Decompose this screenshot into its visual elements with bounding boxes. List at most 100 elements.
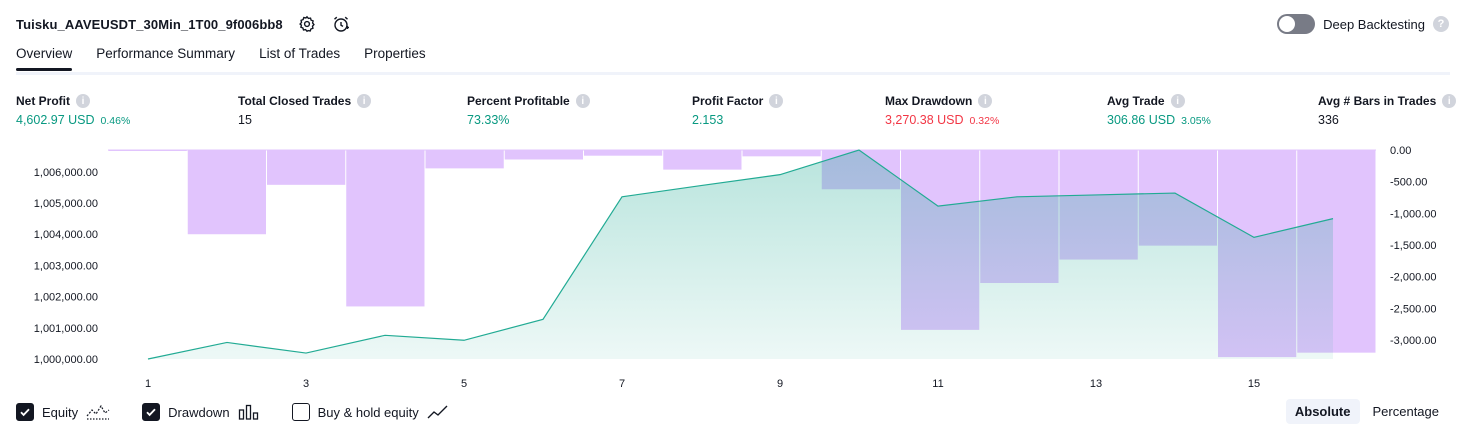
chart-legend: Equity Drawdown Buy & hold equity (16, 403, 449, 421)
metric-label: Net Profit i (16, 94, 130, 108)
right-axis-tick-label: -500.00 (1390, 177, 1427, 189)
legend-label: Equity (42, 404, 79, 420)
help-icon[interactable]: ? (1433, 16, 1449, 32)
x-axis-tick-label: 3 (303, 378, 309, 390)
metric-avg-trade: Avg Trade i 306.86 USD 3.05% (1107, 94, 1211, 127)
right-axis-tick-label: -2,000.00 (1390, 272, 1436, 284)
metric-label: Percent Profitable i (467, 94, 590, 108)
metric-label-text: Profit Factor (692, 94, 764, 108)
right-axis-tick-label: -2,500.00 (1390, 303, 1436, 315)
metric-label: Avg # Bars in Trades i (1318, 94, 1457, 108)
metric-label: Max Drawdown i (885, 94, 999, 108)
tab-properties[interactable]: Properties (364, 46, 426, 61)
metric-label: Profit Factor i (692, 94, 784, 108)
metric-value-text: 15 (238, 113, 252, 127)
x-axis-tick-label: 15 (1248, 378, 1260, 390)
left-axis-tick-label: 1,003,000.00 (34, 260, 98, 272)
metric-value: 306.86 USD 3.05% (1107, 113, 1211, 127)
metric-value: 2.153 (692, 113, 783, 127)
x-axis-tick-label: 9 (777, 378, 783, 390)
right-axis-tick-label: -1,500.00 (1390, 240, 1436, 252)
metric-total-closed-trades: Total Closed Trades i 15 (238, 94, 372, 127)
title-bar: Tuisku_AAVEUSDT_30Min_1T00_9f006bb8 (16, 12, 351, 36)
info-icon[interactable]: i (76, 94, 90, 108)
tab-bar: Overview Performance Summary List of Trade… (16, 46, 426, 71)
deep-backtesting: Deep Backtesting ? (1277, 14, 1449, 34)
checkbox[interactable] (291, 403, 310, 421)
value-mode-switch: Absolute Percentage (1285, 399, 1448, 424)
metric-value: 15 (238, 113, 371, 127)
mode-percentage-button[interactable]: Percentage (1372, 404, 1440, 419)
metric-label-text: Max Drawdown (885, 94, 973, 108)
metric-net-profit: Net Profit i 4,602.97 USD 0.46% (16, 94, 130, 127)
metric-percent: 0.32% (969, 115, 1000, 127)
drawdown-bar (187, 150, 266, 235)
x-axis-tick-label: 11 (932, 378, 943, 390)
metric-value: 3,270.38 USD 0.32% (885, 113, 999, 127)
tab-list-of-trades[interactable]: List of Trades (259, 46, 341, 61)
left-axis-tick-label: 1,004,000.00 (34, 229, 98, 241)
tab-performance-summary[interactable]: Performance Summary (96, 46, 236, 61)
metric-label-text: Avg Trade (1107, 94, 1165, 108)
info-icon[interactable]: i (978, 94, 993, 108)
metric-label-text: Net Profit (16, 94, 70, 108)
metric-profit-factor: Profit Factor i 2.153 (692, 94, 784, 127)
tab-overview[interactable]: Overview (16, 46, 73, 71)
left-axis-tick-label: 1,000,000.00 (34, 354, 98, 366)
drawdown-bars-icon (238, 404, 260, 420)
deep-backtesting-toggle[interactable] (1277, 14, 1316, 34)
info-icon[interactable]: i (1170, 94, 1185, 108)
metric-percent-profitable: Percent Profitable i 73.33% (467, 94, 590, 127)
drawdown-bar (742, 150, 821, 157)
equity-line (147, 149, 1334, 360)
drawdown-bar (663, 150, 742, 170)
drawdown-bar (584, 150, 663, 156)
left-axis-tick-label: 1,006,000.00 (34, 167, 98, 179)
metric-value-text: 306.86 USD (1107, 113, 1176, 127)
legend-drawdown[interactable]: Drawdown (142, 403, 259, 421)
legend-equity[interactable]: Equity (16, 403, 110, 421)
metric-value-text: 3,270.38 USD (885, 113, 964, 127)
x-axis-tick-label: 1 (145, 378, 151, 390)
drawdown-bar (108, 150, 187, 151)
info-icon[interactable]: i (1442, 94, 1457, 108)
checkbox[interactable] (142, 403, 161, 421)
legend-buy-hold-equity[interactable]: Buy & hold equity (291, 403, 449, 421)
legend-label: Drawdown (168, 404, 230, 420)
equity-area (148, 150, 1333, 359)
metric-label-text: Avg # Bars in Trades (1318, 94, 1437, 108)
legend-label: Buy & hold equity (317, 404, 419, 420)
metric-value-text: 73.33% (467, 113, 510, 127)
tab-bar-divider (16, 72, 1450, 75)
x-axis-tick-label: 5 (461, 378, 467, 390)
metric-max-drawdown: Max Drawdown i 3,270.38 USD 0.32% (885, 94, 999, 127)
info-icon[interactable]: i (357, 94, 372, 108)
x-axis-tick-label: 7 (619, 378, 625, 390)
metric-value: 336 (1318, 113, 1456, 127)
metric-label-text: Total Closed Trades (238, 94, 352, 108)
metric-label-text: Percent Profitable (467, 94, 570, 108)
checkbox[interactable] (16, 403, 34, 421)
buy-hold-line-icon (427, 404, 449, 420)
metric-value-text: 336 (1318, 113, 1339, 127)
strategy-title: Tuisku_AAVEUSDT_30Min_1T00_9f006bb8 (16, 16, 283, 32)
metric-label: Total Closed Trades i (238, 94, 372, 108)
add-alert-icon[interactable] (331, 14, 351, 34)
left-axis-tick-label: 1,001,000.00 (34, 323, 98, 335)
right-axis-tick-label: 0.00 (1390, 145, 1411, 157)
settings-icon[interactable] (297, 14, 317, 34)
metric-percent: 3.05% (1181, 115, 1211, 127)
metric-value: 4,602.97 USD 0.46% (16, 113, 130, 127)
equity-line-icon (86, 404, 110, 420)
deep-backtesting-label: Deep Backtesting (1323, 16, 1425, 32)
mode-absolute-button[interactable]: Absolute (1285, 399, 1360, 424)
metric-avg-bars-in-trades: Avg # Bars in Trades i 336 (1318, 94, 1457, 127)
x-axis-tick-label: 13 (1090, 378, 1102, 390)
metric-value: 73.33% (467, 113, 590, 127)
metric-percent: 0.46% (100, 115, 131, 127)
info-icon[interactable]: i (575, 94, 590, 108)
info-icon[interactable]: i (769, 94, 784, 108)
drawdown-bar (504, 150, 583, 160)
left-axis-tick-label: 1,002,000.00 (34, 292, 98, 304)
right-axis-tick-label: -3,000.00 (1390, 335, 1436, 347)
